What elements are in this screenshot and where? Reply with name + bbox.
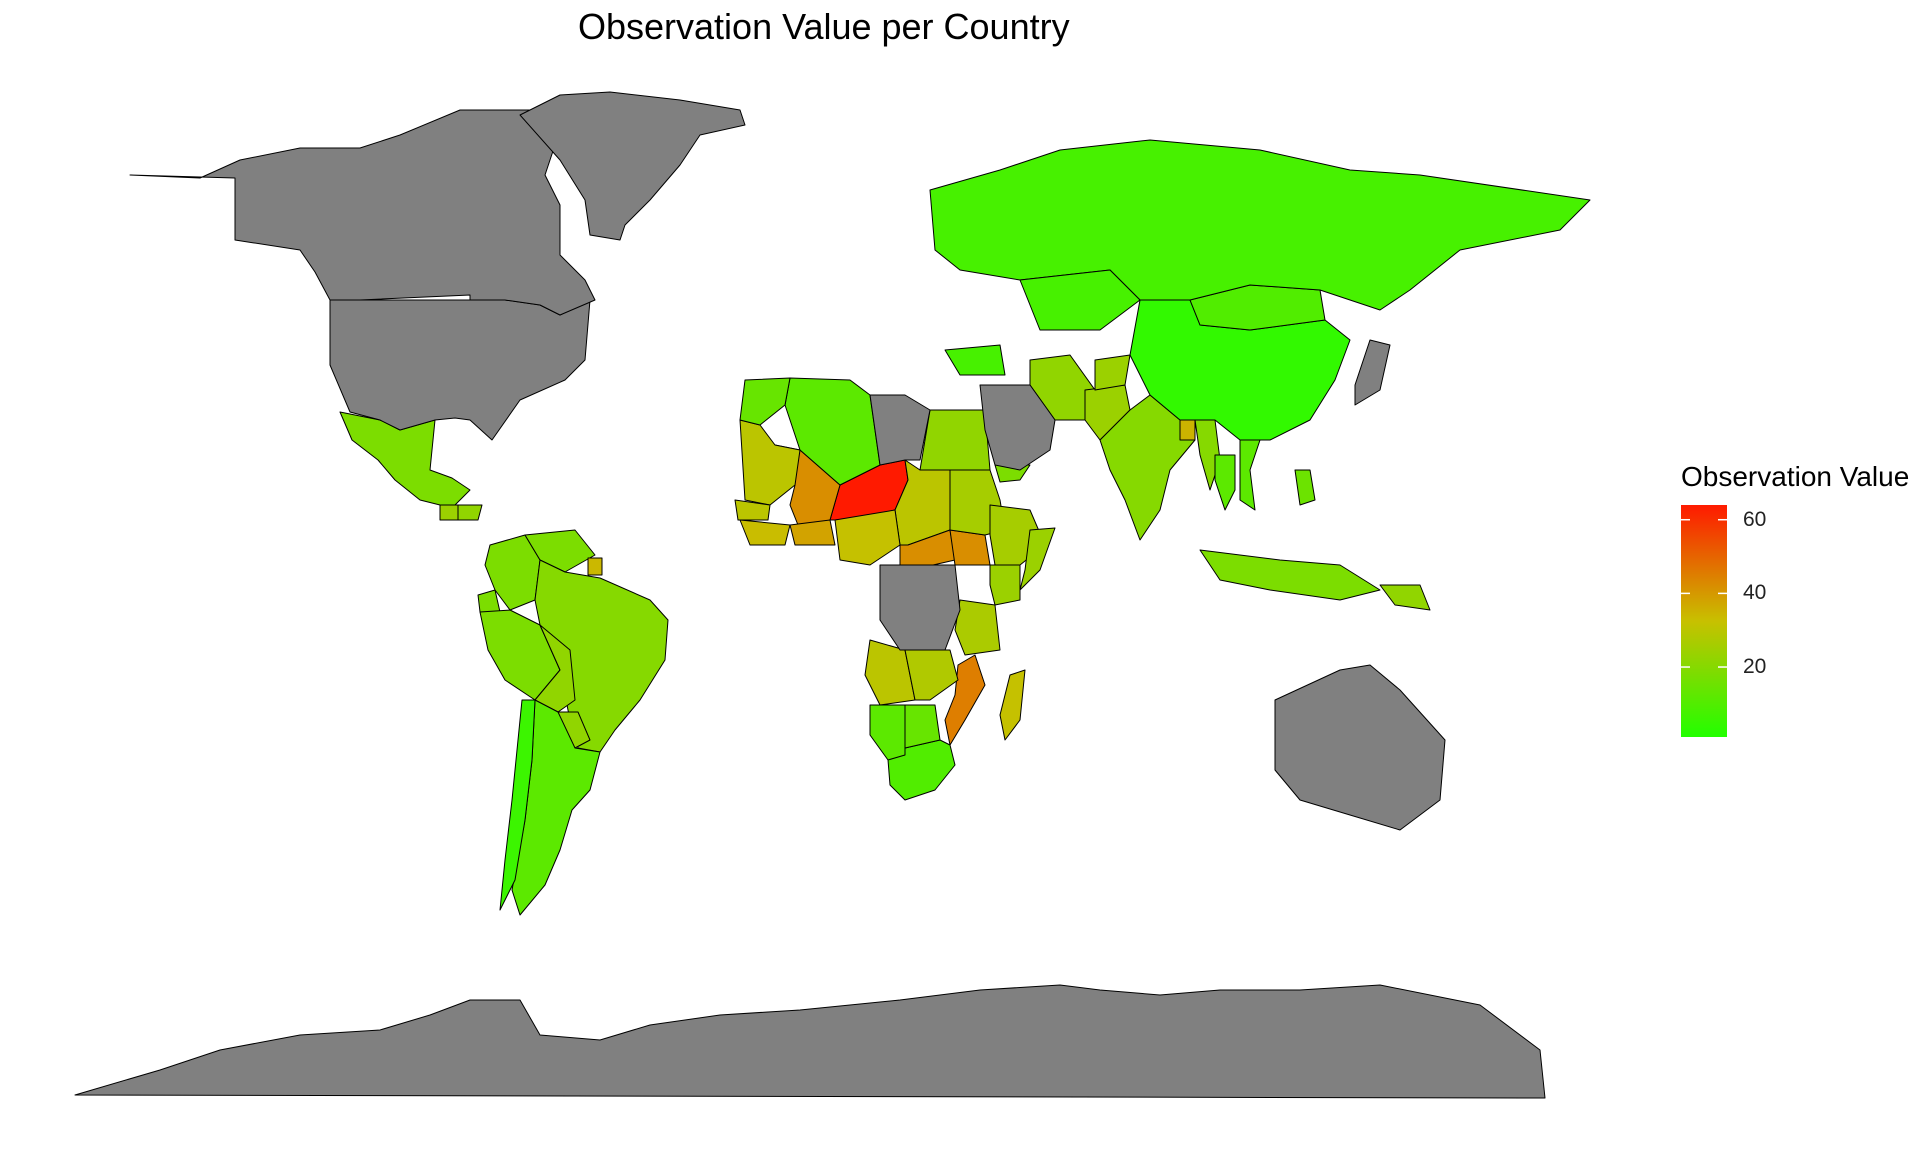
region-venezuela	[524, 529, 596, 573]
region-kenya	[989, 564, 1021, 606]
region-ecuador	[477, 589, 501, 613]
region-egypt	[919, 409, 991, 471]
legend-colorbar	[1681, 505, 1727, 737]
legend-tick-label: 60	[1743, 507, 1767, 531]
region-suriname	[587, 557, 603, 576]
region-burkina-faso	[789, 519, 836, 546]
region-morocco	[739, 377, 791, 426]
region-vietnam	[1239, 439, 1261, 511]
region-greenland	[519, 91, 746, 241]
region-saudi-arabia	[979, 384, 1056, 471]
region-honduras	[457, 504, 483, 521]
region-senegal	[734, 499, 771, 521]
region-australia	[1274, 664, 1446, 831]
map-title: Observation Value per Country	[578, 6, 1070, 47]
region-india	[1099, 394, 1196, 541]
region-namibia	[869, 704, 906, 761]
region-guinea	[739, 519, 791, 546]
region-indonesia	[1199, 549, 1381, 601]
region-mozambique	[944, 654, 986, 746]
region-turkey	[944, 344, 1006, 376]
region-afghanistan	[1094, 354, 1131, 391]
region-somalia	[1019, 527, 1056, 591]
region-antarctica	[74, 984, 1546, 1099]
region-madagascar	[999, 669, 1026, 741]
region-democratic-republic-of-the-congo	[879, 564, 961, 651]
region-bangladesh	[1179, 419, 1196, 441]
region-papua-new-guinea	[1379, 584, 1431, 611]
legend-tick-label: 20	[1743, 655, 1767, 679]
region-thailand	[1214, 454, 1236, 511]
region-canada	[129, 109, 596, 316]
region-libya	[869, 394, 931, 466]
region-mauritania	[739, 419, 801, 506]
region-philippines	[1294, 469, 1316, 506]
region-japan	[1354, 339, 1391, 406]
region-tanzania	[954, 599, 1001, 656]
region-botswana	[904, 704, 941, 749]
region-nigeria	[834, 509, 901, 566]
region-kazakhstan	[1019, 269, 1141, 331]
region-algeria	[784, 377, 881, 486]
region-chile	[499, 699, 536, 911]
region-guatemala	[439, 504, 459, 521]
legend-tick-label: 40	[1743, 581, 1767, 605]
legend-title: Observation Value	[1681, 461, 1910, 492]
